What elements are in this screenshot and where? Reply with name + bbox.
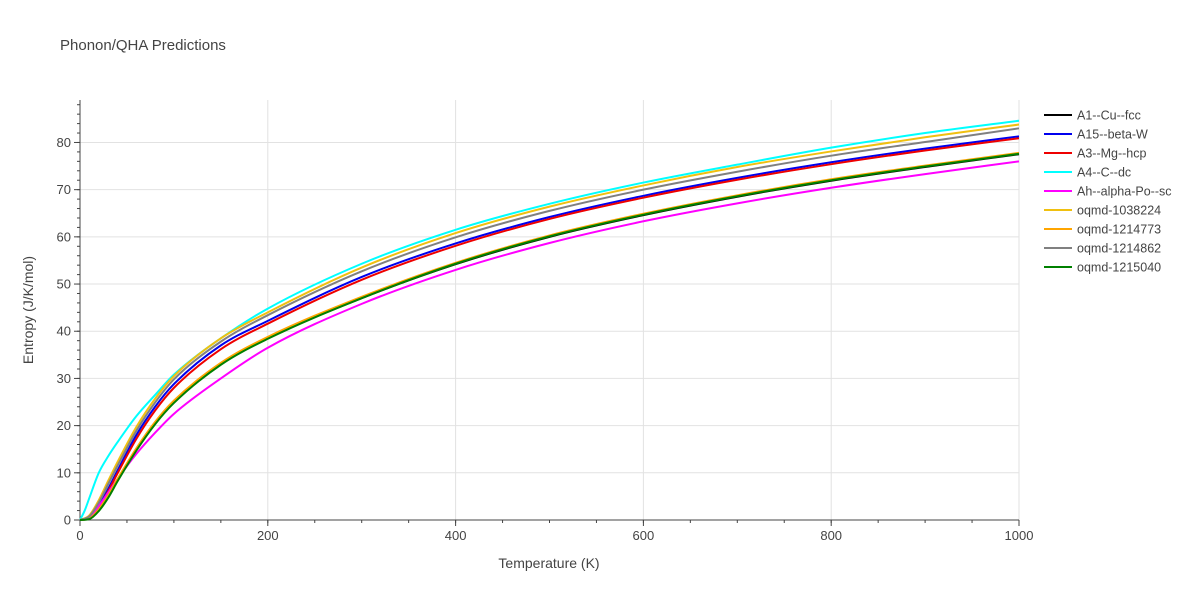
legend-item-oqmd-1215040[interactable]: oqmd-1215040: [1044, 261, 1161, 275]
y-tick-label: 30: [57, 371, 71, 386]
y-tick-label: 0: [64, 513, 71, 528]
y-axis-label: Entropy (J/K/mol): [20, 256, 36, 364]
x-tick-label: 800: [820, 528, 842, 543]
legend-label: Ah--alpha-Po--sc: [1077, 185, 1171, 199]
x-tick-label: 200: [257, 528, 279, 543]
series-line-oqmd-1038224: [79, 123, 1020, 521]
x-tick-label: 0: [76, 528, 83, 543]
series-line-a4-c-dc: [79, 119, 1020, 521]
legend-item-a1-cu-fcc[interactable]: A1--Cu--fcc: [1044, 109, 1141, 123]
legend-label: oqmd-1038224: [1077, 204, 1161, 218]
legend-label: A4--C--dc: [1077, 166, 1131, 180]
x-tick-label: 1000: [1005, 528, 1034, 543]
legend-item-a4-c-dc[interactable]: A4--C--dc: [1044, 166, 1131, 180]
y-tick-label: 20: [57, 418, 71, 433]
series-line-oqmd-1214862: [79, 127, 1020, 521]
legend-label: A15--beta-W: [1077, 128, 1148, 142]
y-tick-label: 60: [57, 229, 71, 244]
legend-label: A1--Cu--fcc: [1077, 109, 1141, 123]
series-line-oqmd-1214773: [79, 151, 1020, 521]
x-axis-label: Temperature (K): [498, 555, 599, 571]
series-line-a15-beta-w: [79, 135, 1020, 521]
series-line-oqmd-1215040: [79, 152, 1020, 521]
y-tick-label: 10: [57, 465, 71, 480]
grid: [80, 100, 1020, 520]
x-tick-label: 600: [633, 528, 655, 543]
y-tick-label: 70: [57, 182, 71, 197]
y-tick-label: 40: [57, 324, 71, 339]
series-lines: [79, 119, 1020, 521]
series-line-ah-alpha-po-sc: [79, 160, 1020, 521]
legend-label: oqmd-1215040: [1077, 261, 1161, 275]
legend: A1--Cu--fcc A15--beta-W A3--Mg--hcp A4--C--…: [1044, 109, 1171, 275]
x-tick-label: 400: [445, 528, 467, 543]
legend-item-oqmd-1038224[interactable]: oqmd-1038224: [1044, 204, 1161, 218]
legend-item-oqmd-1214773[interactable]: oqmd-1214773: [1044, 223, 1161, 237]
legend-label: oqmd-1214773: [1077, 223, 1161, 237]
legend-label: oqmd-1214862: [1077, 242, 1161, 256]
legend-item-a15-beta-w[interactable]: A15--beta-W: [1044, 128, 1148, 142]
legend-item-a3-mg-hcp[interactable]: A3--Mg--hcp: [1044, 147, 1147, 161]
legend-label: A3--Mg--hcp: [1077, 147, 1147, 161]
chart-title: Phonon/QHA Predictions: [60, 37, 226, 54]
legend-item-ah-alpha-po-sc[interactable]: Ah--alpha-Po--sc: [1044, 185, 1171, 199]
series-line-a3-mg-hcp: [79, 137, 1020, 521]
y-tick-label: 80: [57, 135, 71, 150]
y-tick-label: 50: [57, 277, 71, 292]
legend-item-oqmd-1214862[interactable]: oqmd-1214862: [1044, 242, 1161, 256]
axes: 0 200 400 600 800 1000 0 10 20 30 40 50 60 70 80: [57, 100, 1034, 543]
